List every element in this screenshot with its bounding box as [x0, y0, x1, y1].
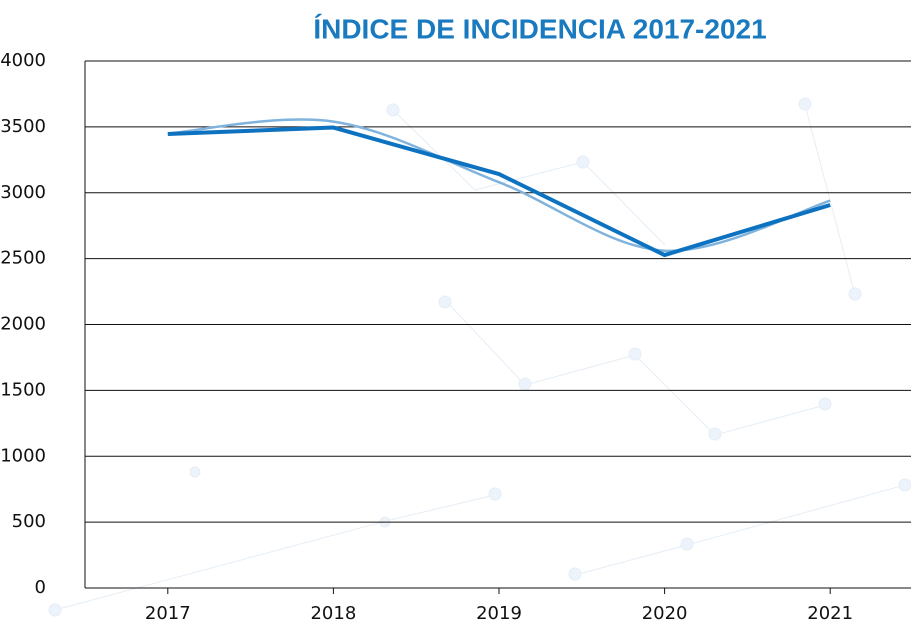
series-line	[167, 125, 831, 258]
y-tick-label: 3000	[0, 182, 46, 203]
x-tick-label: 2018	[310, 603, 356, 624]
chart-title: ÍNDICE DE INCIDENCIA 2017-2021	[313, 13, 766, 44]
y-tick-label: 2000	[0, 314, 46, 335]
background-network	[48, 97, 911, 617]
y-tick-label: 1500	[0, 379, 46, 400]
x-tick-label: 2021	[807, 603, 853, 624]
x-tick-label: 2020	[642, 603, 688, 624]
x-tick-label: 2019	[476, 603, 522, 624]
y-tick-label: 3500	[0, 116, 46, 137]
y-tick-label: 4000	[0, 50, 46, 71]
x-tick-label: 2017	[145, 603, 191, 624]
trend-line	[167, 118, 831, 252]
y-tick-label: 0	[35, 577, 46, 598]
y-tick-label: 1000	[0, 445, 46, 466]
y-tick-label: 2500	[0, 248, 46, 269]
y-tick-label: 500	[12, 511, 46, 532]
